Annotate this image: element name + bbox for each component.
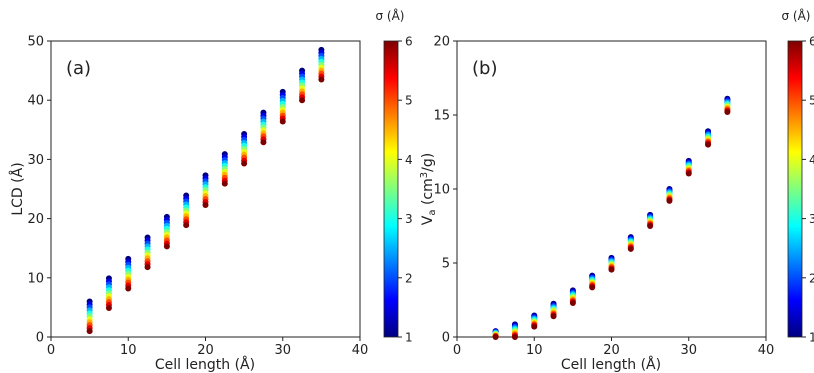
data-point-b-8-10 [647,223,654,229]
data-point-a-1-10 [105,304,112,311]
y-tick-label-a-1: 10 [27,271,44,286]
x-tick-label-b-2: 20 [603,343,620,358]
data-point-b-11-10 [705,141,712,148]
colorbar-tick-label-a-5: 6 [405,35,413,49]
data-point-a-4-10 [163,243,170,250]
x-tick-label-a-1: 10 [120,343,137,358]
colorbar-title-a: σ (Å) [376,8,405,23]
colorbar-tick-label-b-4: 5 [809,94,814,108]
data-point-a-12-10 [318,76,325,83]
x-tick-label-b-4: 40 [758,343,775,358]
y-axis-label-b-sup: 3 [419,172,430,178]
colorbar-tick-label-a-0: 1 [405,331,413,345]
data-point-a-5-10 [183,222,190,229]
y-axis-label-b-sub: a [427,209,438,215]
colorbar-ticks-a: 1 2 3 4 5 6 [398,35,413,345]
y-tick-label-a-5: 50 [27,35,44,50]
y-axis-label-a: LCD (Å) [9,162,26,215]
y-tick-label-b-4: 20 [433,35,450,50]
y-axis-label-b-unit: (cm [420,178,436,209]
x-tick-label-a-0: 0 [47,343,55,358]
data-point-a-2-10 [125,285,132,292]
data-point-b-4-10 [569,299,576,306]
y-axis-label-b-main: V [420,215,436,225]
data-point-a-9-10 [260,139,267,146]
data-point-b-3-10 [550,313,557,320]
data-point-a-10-10 [279,118,286,125]
panel-label-a: (a) [66,58,91,79]
ticks-a: 0 10 20 30 40 0 10 20 30 40 50 [27,35,368,359]
x-tick-label-b-3: 30 [680,343,697,358]
colorbar-tick-label-a-2: 3 [405,212,413,226]
y-tick-label-b-2: 10 [433,183,450,198]
panel-label-b: (b) [472,58,497,79]
colorbar-tick-label-a-1: 2 [405,271,413,285]
colorbar-b [787,40,803,338]
points-a [86,46,325,335]
data-point-b-10-10 [685,170,692,177]
panel-a: 0 10 20 30 40 0 10 20 30 40 50 (a) Cell length (Å)… [9,8,413,373]
x-tick-label-a-2: 20 [197,343,214,358]
colorbar-tick-label-b-5: 6 [809,35,814,49]
data-point-b-7-10 [627,245,634,252]
data-point-b-2-10 [531,323,538,330]
colorbar-ticks-b: 1 2 3 4 5 6 [802,35,814,345]
y-axis-label-b-end: /g) [420,153,436,172]
data-point-b-1-10 [511,334,518,340]
y-tick-label-b-0: 0 [442,331,450,346]
data-point-b-6-10 [608,266,615,273]
data-point-a-8-10 [241,160,248,167]
colorbar-tick-label-b-3: 4 [809,153,814,167]
colorbar-tick-label-b-2: 3 [809,212,814,226]
y-tick-label-b-3: 15 [433,109,450,124]
y-tick-label-a-0: 0 [36,331,44,346]
y-tick-label-b-1: 5 [442,257,450,272]
points-b [492,95,731,340]
data-point-b-5-10 [589,284,596,291]
colorbar-tick-label-b-1: 2 [809,271,814,285]
x-tick-label-a-4: 40 [352,343,369,358]
x-tick-label-a-3: 30 [274,343,291,358]
y-tick-label-a-3: 30 [27,153,44,168]
data-point-a-6-10 [202,201,209,208]
data-point-a-3-10 [144,264,151,271]
data-point-a-11-10 [299,97,306,104]
colorbar-tick-label-b-0: 1 [809,331,814,345]
plot-frame-b [456,40,767,338]
y-axis-label-b: Va (cm3/g) [419,153,438,225]
ticks-b: 0 10 20 30 40 0 5 10 15 20 [433,35,774,359]
data-point-b-0-10 [492,334,499,340]
colorbar-a [383,40,399,338]
colorbar-tick-label-a-4: 5 [405,94,413,108]
colorbar-tick-label-a-3: 4 [405,153,413,167]
data-point-b-12-10 [724,109,731,116]
x-axis-label-a: Cell length (Å) [155,356,255,373]
data-point-b-9-10 [666,197,673,204]
data-point-a-7-10 [221,180,228,187]
y-tick-label-a-4: 40 [27,94,44,109]
y-tick-label-a-2: 20 [27,212,44,227]
x-tick-label-b-1: 10 [526,343,543,358]
colorbar-title-b: σ (Å) [782,8,811,23]
data-point-a-0-10 [86,328,93,335]
x-axis-label-b: Cell length (Å) [561,356,661,373]
x-tick-label-b-0: 0 [453,343,461,358]
